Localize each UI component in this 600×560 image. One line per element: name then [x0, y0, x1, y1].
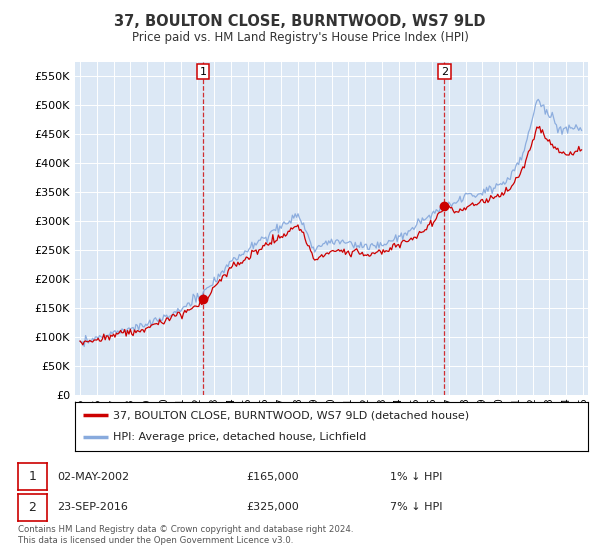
Text: Contains HM Land Registry data © Crown copyright and database right 2024.
This d: Contains HM Land Registry data © Crown c…: [18, 525, 353, 545]
Text: £325,000: £325,000: [246, 502, 299, 512]
Text: HPI: Average price, detached house, Lichfield: HPI: Average price, detached house, Lich…: [113, 432, 367, 442]
Text: 37, BOULTON CLOSE, BURNTWOOD, WS7 9LD (detached house): 37, BOULTON CLOSE, BURNTWOOD, WS7 9LD (d…: [113, 410, 470, 421]
Text: 2: 2: [28, 501, 37, 514]
Text: 1: 1: [28, 470, 37, 483]
Text: £165,000: £165,000: [246, 472, 299, 482]
Text: Price paid vs. HM Land Registry's House Price Index (HPI): Price paid vs. HM Land Registry's House …: [131, 31, 469, 44]
Text: 02-MAY-2002: 02-MAY-2002: [57, 472, 129, 482]
Text: 7% ↓ HPI: 7% ↓ HPI: [390, 502, 443, 512]
Text: 1% ↓ HPI: 1% ↓ HPI: [390, 472, 442, 482]
Text: 1: 1: [199, 67, 206, 77]
Text: 23-SEP-2016: 23-SEP-2016: [57, 502, 128, 512]
Text: 2: 2: [441, 67, 448, 77]
Text: 37, BOULTON CLOSE, BURNTWOOD, WS7 9LD: 37, BOULTON CLOSE, BURNTWOOD, WS7 9LD: [114, 14, 486, 29]
